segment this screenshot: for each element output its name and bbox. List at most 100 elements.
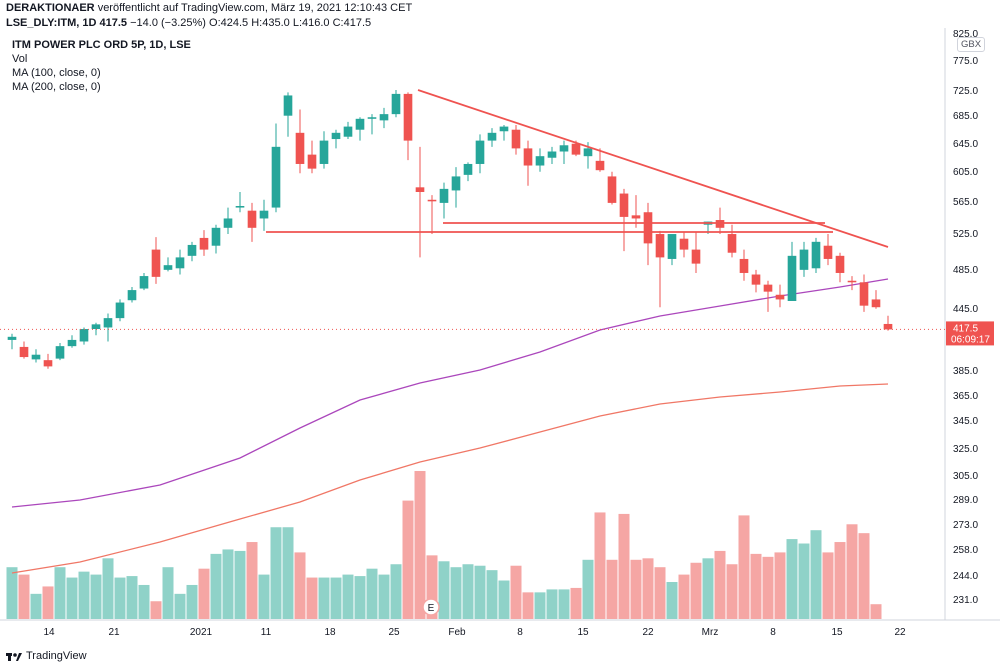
y-tick-label: 305.0: [953, 471, 978, 482]
candle-body: [391, 93, 401, 115]
volume-bar: [210, 553, 222, 619]
candle-body: [31, 354, 41, 360]
candle-body: [823, 245, 833, 259]
volume-bar: [678, 574, 690, 619]
volume-bar: [30, 593, 42, 619]
y-tick-label: 325.0: [953, 444, 978, 455]
candle-body: [691, 249, 701, 264]
volume-bar: [42, 586, 54, 619]
indicator-legend: ITM POWER PLC ORD 5P, 1D, LSE Vol MA (10…: [12, 38, 191, 94]
volume-bar: [318, 577, 330, 619]
x-tick-label: 22: [642, 627, 654, 638]
volume-bar: [402, 500, 414, 619]
volume-bar: [366, 568, 378, 619]
x-tick-label: 14: [43, 627, 55, 638]
candle-body: [775, 294, 785, 300]
volume-bar: [66, 577, 78, 619]
high-label: H:: [251, 17, 263, 29]
candle-body: [415, 187, 425, 192]
last-price-text: 417.5: [953, 323, 978, 334]
candle-body: [523, 148, 533, 166]
candle-body: [595, 160, 605, 171]
x-tick-label: 21: [108, 627, 120, 638]
legend-volume[interactable]: Vol: [12, 53, 28, 65]
volume-bar: [474, 565, 486, 619]
tradingview-logo-icon: [6, 652, 22, 661]
volume-bar: [150, 601, 162, 619]
y-tick-label: 775.0: [953, 56, 978, 67]
candle-body: [175, 257, 185, 269]
volume-bar: [654, 567, 666, 619]
low-value: 416.0: [302, 17, 330, 29]
candle-body: [571, 143, 581, 155]
candle-body: [739, 258, 749, 273]
y-tick-label: 485.0: [953, 265, 978, 276]
candle-body: [19, 346, 29, 358]
close-value: 417.5: [343, 17, 372, 29]
volume-bar: [342, 574, 354, 619]
legend-title[interactable]: ITM POWER PLC ORD 5P, 1D, LSE: [12, 39, 191, 51]
candle-body: [259, 210, 269, 219]
volume-bar: [606, 559, 618, 619]
x-tick-label: 15: [831, 627, 843, 638]
y-tick-label: 645.0: [953, 139, 978, 150]
volume-bar: [810, 530, 822, 619]
candle-body: [151, 249, 161, 277]
currency-badge: GBX: [957, 37, 986, 52]
y-tick-label: 244.0: [953, 571, 978, 582]
candle-body: [91, 324, 101, 330]
volume-bar: [438, 561, 450, 619]
candle-body: [811, 241, 821, 269]
chart-header: DERAKTIONAER veröffentlicht auf TradingV…: [6, 2, 412, 14]
candle-body: [235, 206, 245, 208]
x-tick-label: 8: [770, 627, 776, 638]
y-tick-label: 258.0: [953, 545, 978, 556]
y-tick-label: 365.0: [953, 391, 978, 402]
volume-bar: [546, 589, 558, 619]
volume-bar: [426, 555, 438, 619]
candle-body: [751, 274, 761, 285]
candle-body: [439, 188, 449, 203]
volume-bar: [126, 576, 138, 619]
candle-body: [463, 163, 473, 175]
open-value: 424.5: [220, 17, 249, 29]
y-tick-label: 525.0: [953, 229, 978, 240]
volume-bar: [354, 576, 366, 619]
candle-body: [763, 284, 773, 292]
candle-body: [859, 282, 869, 306]
candle-body: [727, 234, 737, 253]
volume-bar: [78, 571, 90, 619]
x-tick-label: 22: [894, 627, 906, 638]
x-tick-label: Mrz: [702, 627, 719, 638]
y-tick-label: 345.0: [953, 416, 978, 427]
y-tick-label: 685.0: [953, 111, 978, 122]
volume-bar: [330, 577, 342, 619]
legend-ma200[interactable]: MA (200, close, 0): [12, 81, 101, 93]
candle-body: [43, 360, 53, 367]
candle-body: [715, 220, 725, 228]
volume-bar: [462, 564, 474, 619]
close-label: C:: [332, 17, 344, 29]
x-tick-label: Feb: [448, 627, 466, 638]
volume-bar: [306, 577, 318, 619]
y-tick-label: 605.0: [953, 167, 978, 178]
candle-body: [115, 302, 125, 319]
candle-body: [559, 145, 569, 152]
ma100-line: [11, 278, 889, 508]
volume-bar: [786, 539, 798, 619]
candle-body: [163, 265, 173, 270]
legend-ma100[interactable]: MA (100, close, 0): [12, 67, 101, 79]
volume-bar: [522, 592, 534, 619]
volume-bar: [642, 558, 654, 619]
volume-bar: [702, 558, 714, 619]
volume-bar: [858, 533, 870, 619]
candle-body: [679, 238, 689, 250]
candle-body: [223, 218, 233, 228]
volume-bar: [6, 567, 18, 619]
candle-body: [847, 280, 857, 283]
candle-body: [835, 255, 845, 273]
candle-body: [583, 148, 593, 157]
symbol-info: LSE_DLY:ITM, 1D 417.5: [6, 17, 128, 29]
candle-body: [295, 132, 305, 164]
